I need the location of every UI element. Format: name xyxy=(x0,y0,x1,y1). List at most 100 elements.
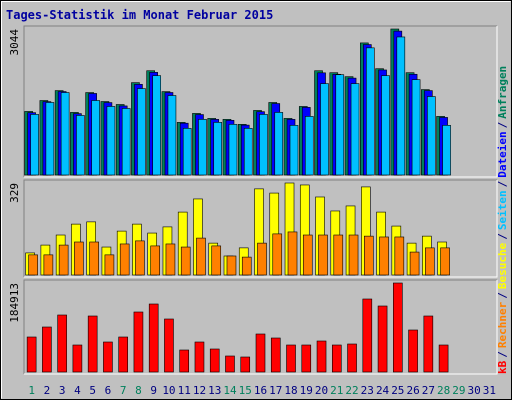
bar xyxy=(72,344,83,373)
bar xyxy=(196,237,206,276)
bar xyxy=(43,254,54,276)
bar xyxy=(333,234,344,276)
bar xyxy=(58,244,69,276)
legend-separator: / xyxy=(496,180,509,187)
x-tick-label: 10 xyxy=(162,384,175,397)
bar xyxy=(42,326,52,373)
bar xyxy=(320,83,329,176)
x-tick-label: 18 xyxy=(284,384,297,397)
panel-highlight xyxy=(24,280,498,375)
bar xyxy=(411,79,421,176)
bar xyxy=(348,234,359,276)
legend-entry: Seiten xyxy=(496,190,509,230)
bar xyxy=(167,95,177,176)
x-tick-label: 14 xyxy=(223,384,237,397)
legend-entry: Besuche xyxy=(496,242,509,289)
x-tick-label: 27 xyxy=(422,384,435,397)
x-tick-label: 19 xyxy=(300,384,313,397)
x-tick-label: 6 xyxy=(105,384,112,397)
x-tick-label: 22 xyxy=(345,384,358,397)
bar xyxy=(377,305,388,373)
x-tick-label: 8 xyxy=(135,384,142,397)
panel-shadow xyxy=(23,25,497,177)
x-tick-label: 20 xyxy=(315,384,328,397)
bar xyxy=(209,348,220,373)
x-tick-label: 7 xyxy=(120,384,127,397)
legend-entry: Rechner xyxy=(496,301,509,348)
bar xyxy=(45,102,55,176)
x-tick-label: 1 xyxy=(28,384,35,397)
x-tick-label: 12 xyxy=(193,384,206,397)
bar xyxy=(152,75,161,176)
x-tick-label: 26 xyxy=(406,384,419,397)
bar xyxy=(91,100,100,176)
bar xyxy=(335,74,345,176)
bar xyxy=(194,341,205,373)
bar xyxy=(347,343,357,373)
bar xyxy=(150,245,160,276)
legend-separator: / xyxy=(496,292,509,299)
bar xyxy=(148,303,159,373)
legend-entry: Anfragen xyxy=(496,66,509,119)
bar xyxy=(287,231,298,276)
bar xyxy=(425,247,435,276)
bar xyxy=(57,314,67,373)
bar xyxy=(60,92,70,176)
bar xyxy=(316,340,327,373)
x-tick-label: 9 xyxy=(150,384,157,397)
bar xyxy=(318,234,328,276)
bar xyxy=(198,119,207,176)
bar xyxy=(331,344,342,373)
bar xyxy=(135,240,145,276)
x-tick-label: 5 xyxy=(89,384,96,397)
bar xyxy=(211,245,222,276)
x-tick-label: 30 xyxy=(467,384,480,397)
bar xyxy=(179,349,190,373)
bar xyxy=(393,282,403,373)
x-tick-label: 29 xyxy=(452,384,465,397)
x-tick-label: 15 xyxy=(239,384,252,397)
x-tick-label: 4 xyxy=(74,384,81,397)
legend-entry: kB xyxy=(496,360,509,374)
bar xyxy=(366,47,375,176)
bar xyxy=(408,329,418,373)
bar xyxy=(76,115,85,176)
x-tick-label: 2 xyxy=(44,384,51,397)
bar xyxy=(119,243,130,276)
panel-shadow xyxy=(23,179,497,277)
bar xyxy=(272,233,283,276)
bar xyxy=(255,333,266,373)
x-tick-label: 25 xyxy=(391,384,404,397)
bar xyxy=(350,83,360,176)
bar xyxy=(180,246,191,276)
panel-highlight xyxy=(24,180,498,278)
x-tick-label: 28 xyxy=(437,384,450,397)
chart-title: Tages-Statistik im Monat Februar 2015 xyxy=(6,8,273,22)
bar xyxy=(302,234,313,276)
bar xyxy=(87,315,98,373)
bar xyxy=(442,125,451,176)
y-tick-label: 329 xyxy=(8,183,21,203)
bar xyxy=(304,116,314,176)
x-tick-label: 3 xyxy=(59,384,66,397)
bar xyxy=(274,112,284,176)
bar xyxy=(394,236,405,276)
bar xyxy=(103,341,113,373)
bar xyxy=(240,356,251,373)
bar xyxy=(26,336,37,373)
bar xyxy=(259,114,268,176)
bar xyxy=(440,247,450,276)
bar xyxy=(301,344,312,373)
bar xyxy=(427,96,436,176)
bar xyxy=(133,311,144,373)
x-tick-label: 17 xyxy=(269,384,282,397)
bar xyxy=(396,36,406,176)
bar xyxy=(74,241,84,276)
bar xyxy=(243,128,253,176)
x-tick-label: 31 xyxy=(483,384,496,397)
bar xyxy=(106,106,116,176)
x-tick-label: 16 xyxy=(254,384,267,397)
bar xyxy=(89,241,99,276)
bar xyxy=(137,88,146,176)
